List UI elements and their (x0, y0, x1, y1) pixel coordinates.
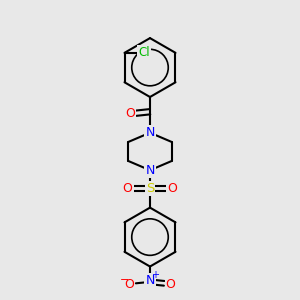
Text: N: N (145, 274, 155, 287)
Text: O: O (123, 182, 133, 195)
Text: S: S (146, 182, 154, 195)
Text: N: N (145, 164, 155, 177)
Text: O: O (125, 107, 135, 120)
Text: N: N (145, 126, 155, 139)
Text: O: O (167, 182, 177, 195)
Text: −: − (120, 275, 129, 285)
Text: Cl: Cl (138, 46, 150, 59)
Text: O: O (166, 278, 176, 291)
Text: O: O (124, 278, 134, 291)
Text: +: + (151, 270, 159, 280)
